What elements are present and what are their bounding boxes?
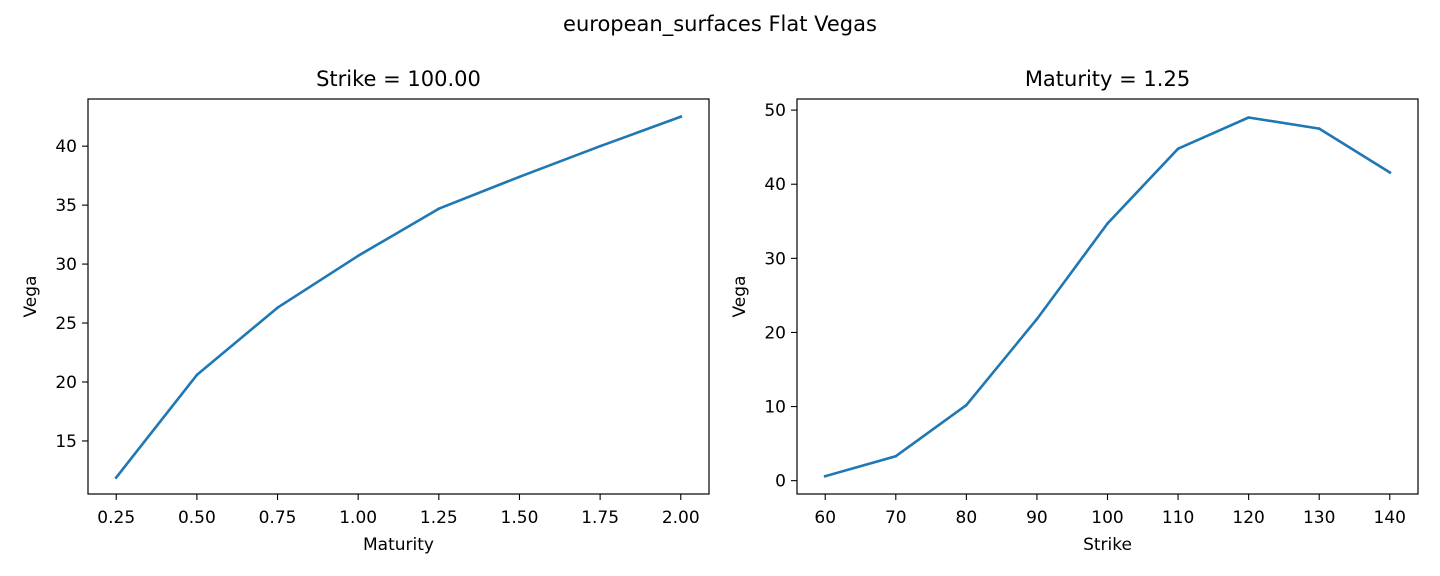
left-data-point (679, 115, 683, 118)
left-data-point (518, 175, 521, 179)
right-chart-panel: Maturity = 1.25 60 70 80 90 100 110 120 130 140 0 1… (730, 67, 1419, 555)
right-y-tick-label: 30 (764, 249, 786, 269)
right-data-point (1247, 116, 1250, 119)
left-y-tick-label: 30 (55, 255, 77, 275)
right-y-tick-label: 0 (775, 472, 786, 492)
left-x-tick-label: 1.00 (339, 508, 377, 528)
figure-suptitle: european_surfaces Flat Vegas (563, 12, 877, 37)
right-x-tick-label: 80 (956, 508, 978, 528)
right-data-point (823, 474, 827, 478)
left-y-tick-label: 15 (55, 432, 77, 452)
left-x-tick-label: 2.00 (662, 508, 700, 528)
left-data-point (356, 254, 360, 258)
right-y-tick-label: 40 (764, 175, 786, 195)
right-data-point (1106, 222, 1109, 225)
right-axes-frame (796, 98, 1419, 495)
left-y-tick-label: 25 (55, 314, 77, 334)
right-y-axis-label: Vega (730, 276, 750, 318)
right-x-tick-label: 100 (1091, 508, 1123, 528)
left-x-tick-label: 1.25 (420, 508, 458, 528)
right-data-point (965, 403, 968, 407)
left-x-tick-label: 0.50 (178, 508, 216, 528)
left-series-line (114, 115, 683, 480)
right-x-tick-label: 120 (1232, 508, 1264, 528)
left-data-point (276, 306, 279, 310)
right-y-tick-label: 50 (764, 101, 786, 121)
left-chart-panel: Strike = 100.00 0.25 0.50 0.75 1.00 1.25 1.50 1… (21, 67, 710, 555)
left-x-tick-label: 1.50 (501, 508, 539, 528)
left-y-tick-label: 35 (55, 196, 77, 216)
left-y-tick-label: 20 (55, 373, 77, 393)
right-x-tick-label: 130 (1303, 508, 1335, 528)
right-x-tick-label: 60 (814, 508, 836, 528)
left-axes-frame (87, 98, 710, 495)
right-x-axis-label: Strike (1083, 535, 1132, 555)
left-x-axis-label: Maturity (363, 535, 434, 555)
right-y-tick-label: 10 (764, 398, 786, 418)
right-series-line (823, 116, 1392, 478)
left-x-tick-label: 0.25 (97, 508, 135, 528)
left-data-point (598, 144, 602, 148)
right-x-tick-label: 110 (1162, 508, 1194, 528)
right-x-tick-label: 70 (885, 508, 907, 528)
right-y-tick-label: 20 (764, 323, 786, 343)
left-x-tick-label: 0.75 (259, 508, 297, 528)
left-x-tick-label: 1.75 (581, 508, 619, 528)
right-chart-title: Maturity = 1.25 (1025, 67, 1190, 91)
left-data-point (195, 373, 199, 377)
right-x-tick-label: 90 (1026, 508, 1048, 528)
left-data-point (437, 207, 441, 210)
left-chart-title: Strike = 100.00 (316, 67, 481, 91)
left-y-axis-label: Vega (21, 276, 41, 318)
right-data-point (1176, 147, 1180, 150)
right-data-point (1388, 171, 1392, 174)
right-x-tick-label: 140 (1374, 508, 1406, 528)
right-data-point (1317, 127, 1321, 130)
right-data-point (894, 454, 898, 458)
right-data-point (1035, 317, 1039, 321)
left-data-point (114, 476, 118, 479)
left-y-tick-label: 40 (55, 137, 77, 157)
